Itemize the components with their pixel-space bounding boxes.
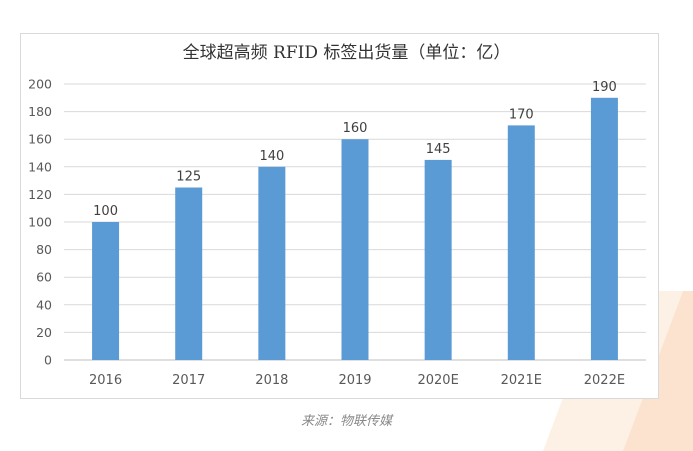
bar-2020E bbox=[424, 159, 452, 360]
x-tick-label: 2017 bbox=[172, 373, 205, 388]
chart-title: 全球超高频 RFID 标签出货量（单位：亿） bbox=[182, 43, 511, 63]
x-tick-label: 2020E bbox=[417, 373, 458, 388]
y-tick-label: 100 bbox=[28, 215, 52, 230]
data-label: 190 bbox=[592, 80, 617, 95]
data-label: 125 bbox=[176, 170, 201, 185]
bar-2017 bbox=[175, 187, 203, 360]
y-tick-label: 20 bbox=[36, 325, 52, 340]
data-label: 145 bbox=[426, 142, 451, 157]
y-tick-label: 200 bbox=[28, 77, 52, 92]
x-tick-label: 2021E bbox=[501, 373, 542, 388]
data-label: 100 bbox=[93, 204, 118, 219]
x-tick-label: 2019 bbox=[338, 373, 371, 388]
y-tick-label: 180 bbox=[28, 104, 52, 119]
x-tick-label: 2018 bbox=[255, 373, 288, 388]
y-tick-label: 120 bbox=[28, 187, 52, 202]
y-tick-label: 80 bbox=[36, 242, 52, 257]
data-label: 170 bbox=[509, 107, 534, 122]
bar-2018 bbox=[258, 166, 286, 360]
data-label: 160 bbox=[343, 121, 368, 136]
chart-frame bbox=[20, 33, 659, 399]
y-tick-label: 40 bbox=[36, 297, 52, 312]
y-tick-label: 160 bbox=[28, 132, 52, 147]
bar-2019 bbox=[341, 139, 369, 360]
data-label: 140 bbox=[259, 149, 284, 164]
y-tick-label: 60 bbox=[36, 270, 52, 285]
bar-2022E bbox=[590, 97, 618, 361]
x-tick-label: 2022E bbox=[584, 373, 625, 388]
y-tick-label: 140 bbox=[28, 159, 52, 174]
source-note: 来源：物联传媒 bbox=[300, 414, 392, 429]
bar-2021E bbox=[507, 125, 535, 361]
x-tick-label: 2016 bbox=[89, 373, 122, 388]
y-tick-label: 0 bbox=[44, 353, 52, 368]
bar-2016 bbox=[92, 222, 120, 360]
